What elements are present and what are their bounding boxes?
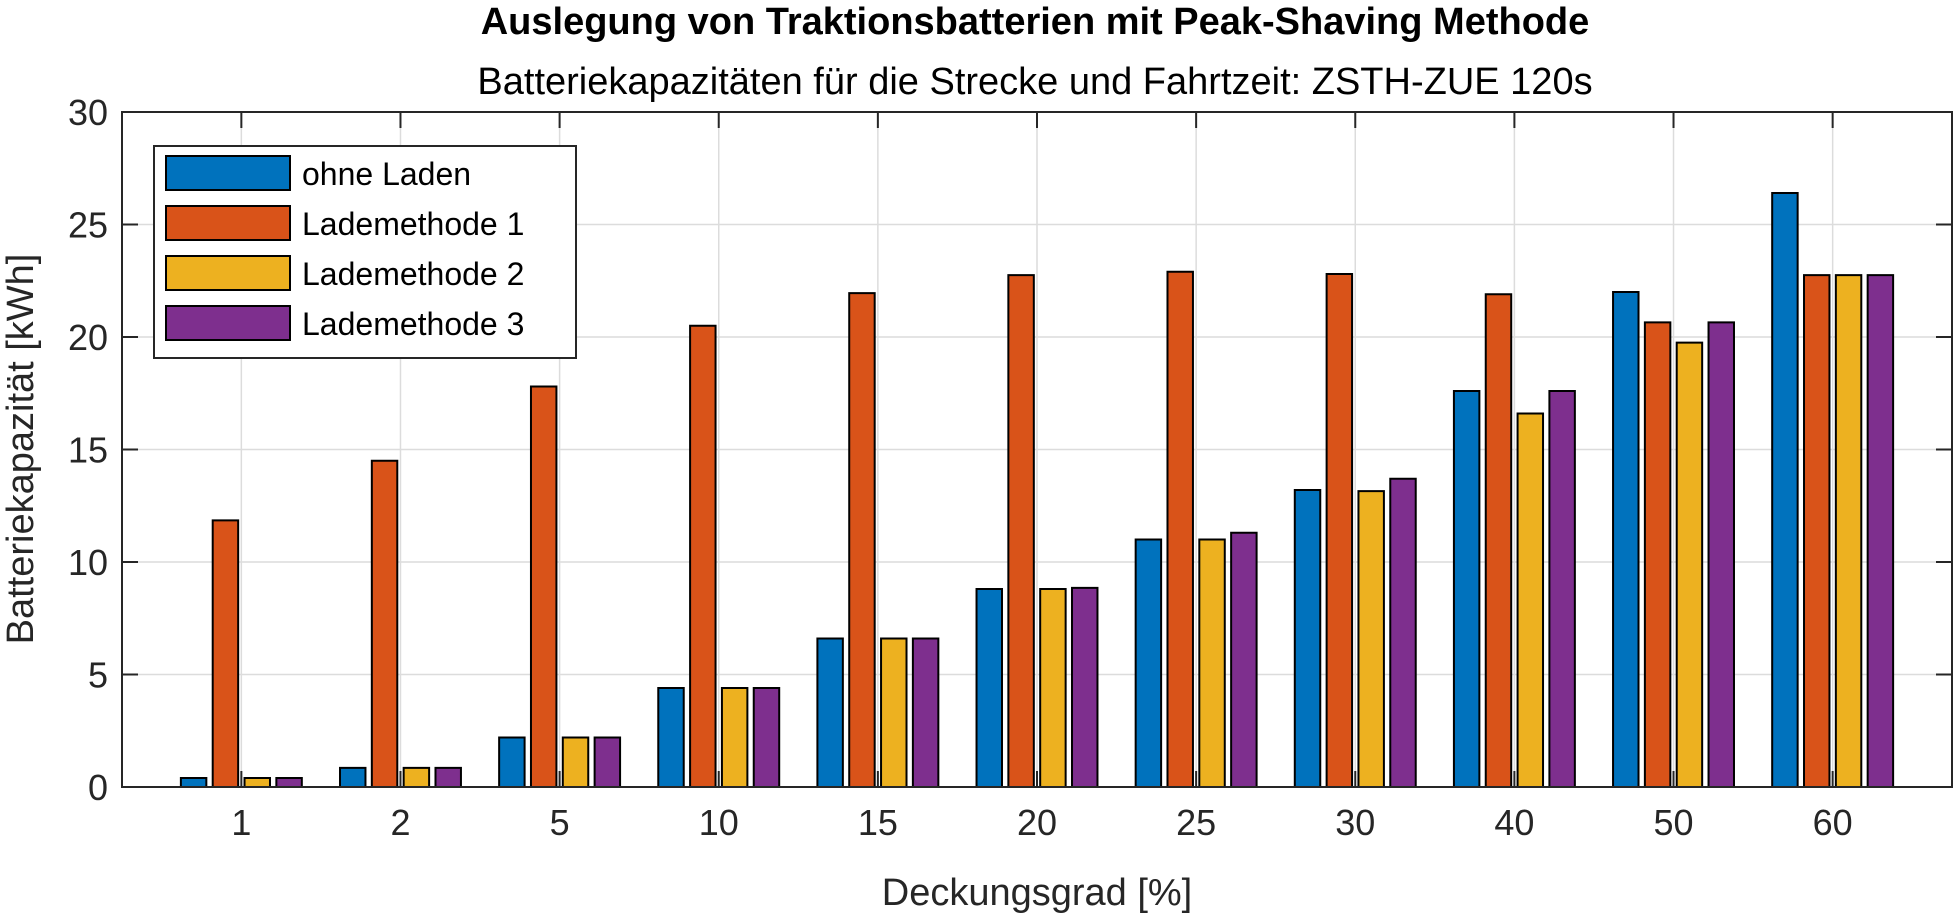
bar [880,637,908,788]
bar [179,777,208,788]
x-tick-label: 2 [390,802,410,843]
bar [1357,490,1385,788]
bar [402,766,431,788]
bar [1516,412,1545,788]
x-tick-label: 40 [1494,802,1534,843]
legend-label: Lademethode 2 [302,256,524,292]
bar [1452,390,1481,788]
bar [1643,321,1672,788]
bar [1198,538,1226,788]
x-axis-label: Deckungsgrad [%] [882,872,1193,914]
bar [243,777,271,788]
bar [339,766,367,788]
bar [1134,538,1163,788]
bar [1771,192,1799,788]
x-tick-label: 50 [1653,802,1693,843]
y-tick-label: 20 [68,317,108,358]
x-tick-label: 5 [550,802,570,843]
bar [1071,586,1099,788]
legend-label: Lademethode 1 [302,206,524,242]
bar [1039,588,1067,788]
y-tick-label: 10 [68,542,108,583]
x-tick-label: 30 [1335,802,1375,843]
x-tick-label: 60 [1813,802,1853,843]
y-tick-label: 30 [68,92,108,133]
x-tick-label: 15 [858,802,898,843]
legend-swatch [165,155,291,191]
bar [1007,274,1035,788]
bar [211,519,240,788]
x-tick-label: 10 [699,802,739,843]
legend-swatch [165,305,291,341]
bar [1866,274,1895,788]
legend-swatch [165,255,291,291]
legend-swatch [165,205,291,241]
bar [561,736,590,788]
bar [689,324,717,788]
bar [1484,293,1513,788]
y-tick-label: 5 [88,655,108,696]
bar [752,687,781,788]
bar [1548,390,1576,788]
bar [816,637,844,788]
bar [1612,291,1640,788]
bar [1803,274,1831,788]
bar [1389,477,1417,788]
y-tick-label: 15 [68,430,108,471]
x-tick-label: 25 [1176,802,1216,843]
bar [720,687,749,788]
x-tick-label: 20 [1017,802,1057,843]
bar [1834,274,1863,788]
bar [434,766,462,788]
bar [370,459,399,788]
x-tick-label: 1 [231,802,251,843]
legend-label: ohne Laden [302,156,471,192]
bar [1325,273,1354,788]
bar [1166,270,1194,788]
y-tick-label: 0 [88,767,108,808]
y-tick-label: 25 [68,205,108,246]
y-axis-ticks: 0 5 10 15 20 25 30 [68,92,1952,808]
bar [1293,489,1322,788]
bar [657,687,685,788]
bar [1707,321,1735,788]
bar [1230,531,1258,788]
legend: ohne Laden Lademethode 1 Lademethode 2 Lade… [153,145,577,359]
bar [498,736,526,788]
bar [275,777,303,788]
bar [911,637,940,788]
y-axis-label: Batteriekapazität [kWh] [0,254,42,645]
legend-label: Lademethode 3 [302,306,524,342]
bar [1675,341,1704,788]
chart-title: Auslegung von Traktionsbatterien mit Pea… [481,1,1590,43]
bar [975,588,1003,788]
bar [593,736,622,788]
bar [529,385,558,788]
chart-subtitle: Batteriekapazitäten für die Strecke und … [477,61,1592,103]
bar [848,292,876,788]
x-axis-ticks: 1 2 5 10 15 20 25 30 40 50 60 [231,112,1853,843]
